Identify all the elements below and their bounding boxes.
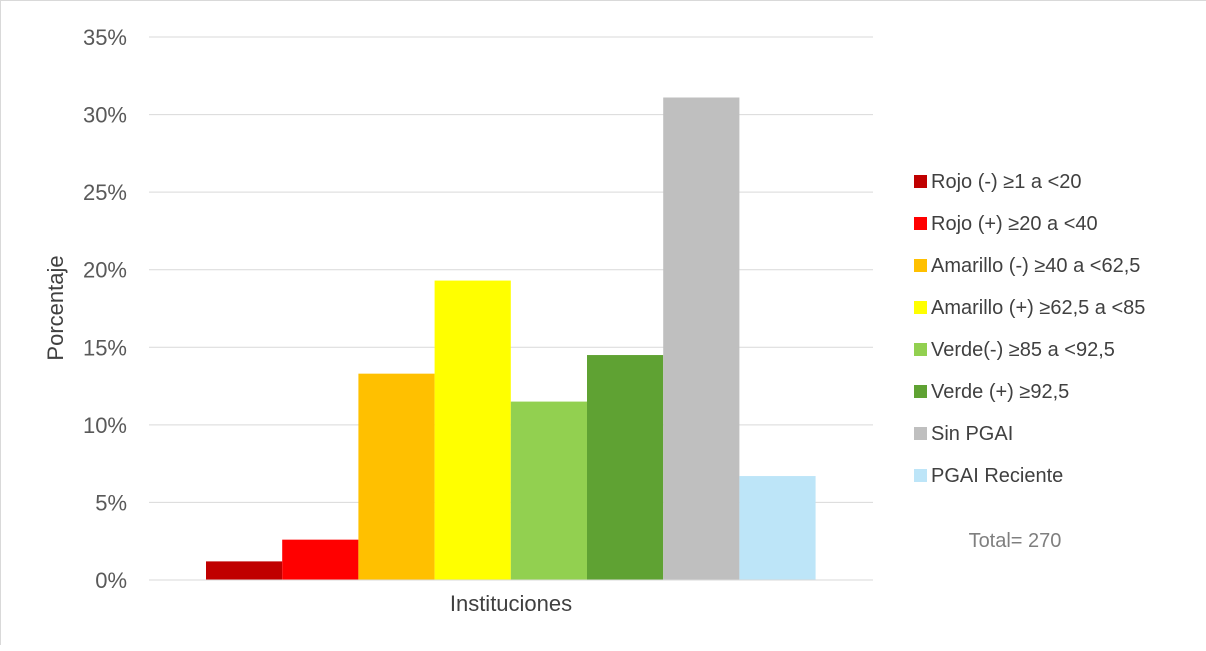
- legend-swatch: [914, 301, 927, 314]
- y-tick-label: 0%: [95, 568, 127, 593]
- y-axis-tick-labels: 0% 5% 10% 15% 20% 25% 30% 35%: [83, 25, 127, 593]
- y-axis-title: Porcentaje: [43, 255, 68, 360]
- y-tick-label: 25%: [83, 180, 127, 205]
- total-annotation: Total= 270: [969, 530, 1062, 552]
- y-tick-label: 35%: [83, 25, 127, 50]
- y-tick-label: 20%: [83, 258, 127, 283]
- legend-swatch: [914, 175, 927, 188]
- y-tick-label: 10%: [83, 413, 127, 438]
- bar: [510, 401, 587, 580]
- gridlines: [149, 36, 873, 503]
- y-tick-label: 30%: [83, 103, 127, 128]
- legend-swatch: [914, 469, 927, 482]
- legend-label: Verde (+) ≥92,5: [931, 381, 1069, 403]
- bar: [587, 355, 664, 580]
- legend-label: PGAI Reciente: [931, 465, 1063, 487]
- legend-swatch: [914, 343, 927, 356]
- legend-swatch: [914, 217, 927, 230]
- legend-label: Amarillo (-) ≥40 a <62,5: [931, 255, 1140, 277]
- y-tick-label: 5%: [95, 490, 127, 515]
- legend-swatch: [914, 385, 927, 398]
- x-axis-title: Instituciones: [450, 591, 572, 616]
- bar: [358, 373, 435, 580]
- legend-label: Rojo (-) ≥1 a <20: [931, 171, 1082, 193]
- legend-label: Rojo (+) ≥20 a <40: [931, 213, 1098, 235]
- legend-swatch: [914, 427, 927, 440]
- legend-label: Sin PGAI: [931, 423, 1013, 445]
- bar: [282, 539, 359, 580]
- bar: [663, 97, 740, 581]
- bars: [206, 97, 816, 581]
- bar: [434, 280, 511, 580]
- legend-swatch: [914, 259, 927, 272]
- y-tick-label: 15%: [83, 335, 127, 360]
- legend-label: Amarillo (+) ≥62,5 a <85: [931, 297, 1145, 319]
- legend: Rojo (-) ≥1 a <20 Rojo (+) ≥20 a <40 Amari…: [914, 171, 1145, 487]
- legend-label: Verde(-) ≥85 a <92,5: [931, 339, 1115, 361]
- bar: [739, 476, 816, 580]
- bar: [206, 561, 283, 580]
